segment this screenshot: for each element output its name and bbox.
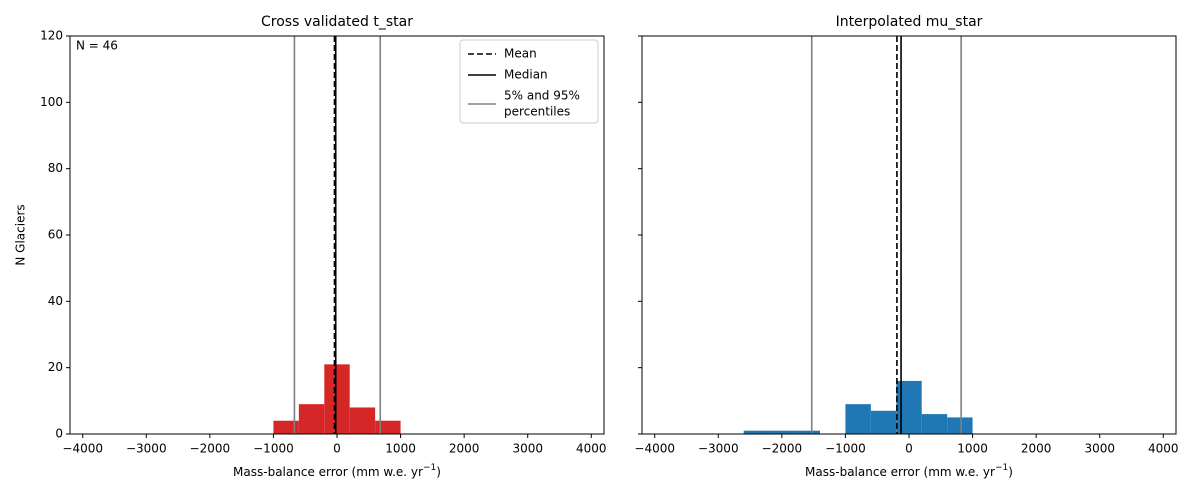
- x-tick-label: −4000: [634, 442, 675, 456]
- x-tick-label: −1000: [253, 442, 294, 456]
- legend-label: Median: [504, 68, 548, 82]
- legend-label: 5% and 95%: [504, 89, 580, 103]
- bar: [743, 430, 770, 434]
- x-tick-label: −2000: [190, 442, 231, 456]
- x-axis-label: Mass-balance error (mm w.e. yr−1): [805, 463, 1013, 479]
- x-tick-label: −3000: [698, 442, 739, 456]
- bar: [896, 380, 922, 434]
- x-tick-label: 2000: [1021, 442, 1052, 456]
- x-tick-label: −1000: [825, 442, 866, 456]
- legend-box: [459, 39, 599, 124]
- bar: [947, 417, 973, 434]
- x-axis-label-end: ): [1008, 465, 1013, 479]
- x-tick-label: 4000: [1148, 442, 1179, 456]
- bar: [324, 364, 350, 434]
- y-tick-label: 120: [40, 29, 63, 43]
- bar: [298, 404, 325, 434]
- x-tick-label: 0: [333, 442, 341, 456]
- bar: [273, 420, 299, 434]
- legend-label: Mean: [504, 47, 537, 61]
- annotation: N = 46: [76, 39, 118, 53]
- x-axis-label-end: ): [436, 465, 441, 479]
- y-tick-label: 60: [48, 228, 63, 242]
- legend-label: percentiles: [504, 105, 570, 119]
- bar: [921, 414, 948, 434]
- y-tick-label: 80: [48, 161, 63, 175]
- x-axis-label-text: Mass-balance error (mm w.e. yr: [233, 465, 423, 479]
- y-tick-label: 20: [48, 360, 63, 374]
- x-tick-label: 1000: [385, 442, 416, 456]
- x-tick-label: 3000: [1084, 442, 1115, 456]
- x-tick-label: 0: [905, 442, 913, 456]
- x-axis-label-text: Mass-balance error (mm w.e. yr: [805, 465, 995, 479]
- x-tick-label: −3000: [126, 442, 167, 456]
- chart-title: Cross validated t_star: [261, 14, 413, 30]
- bar: [870, 410, 897, 434]
- y-axis-label: N Glaciers: [14, 204, 28, 265]
- x-axis-label-sup: −1: [423, 463, 436, 473]
- x-axis-label-sup: −1: [995, 463, 1008, 473]
- bar: [769, 430, 795, 434]
- y-tick-label: 100: [40, 95, 63, 109]
- x-tick-label: 3000: [512, 442, 543, 456]
- bar: [375, 420, 401, 434]
- x-tick-label: 1000: [957, 442, 988, 456]
- axes-frame: [641, 35, 1177, 435]
- y-tick-label: 40: [48, 294, 63, 308]
- y-tick-label: 0: [55, 427, 63, 441]
- chart-title: Interpolated mu_star: [836, 14, 983, 30]
- x-tick-label: 4000: [576, 442, 607, 456]
- bar: [845, 404, 871, 434]
- x-tick-label: −2000: [762, 442, 803, 456]
- x-tick-label: −4000: [62, 442, 103, 456]
- x-axis-label: Mass-balance error (mm w.e. yr−1): [233, 463, 441, 479]
- bar: [349, 407, 376, 434]
- x-tick-label: 2000: [449, 442, 480, 456]
- bar: [794, 430, 820, 434]
